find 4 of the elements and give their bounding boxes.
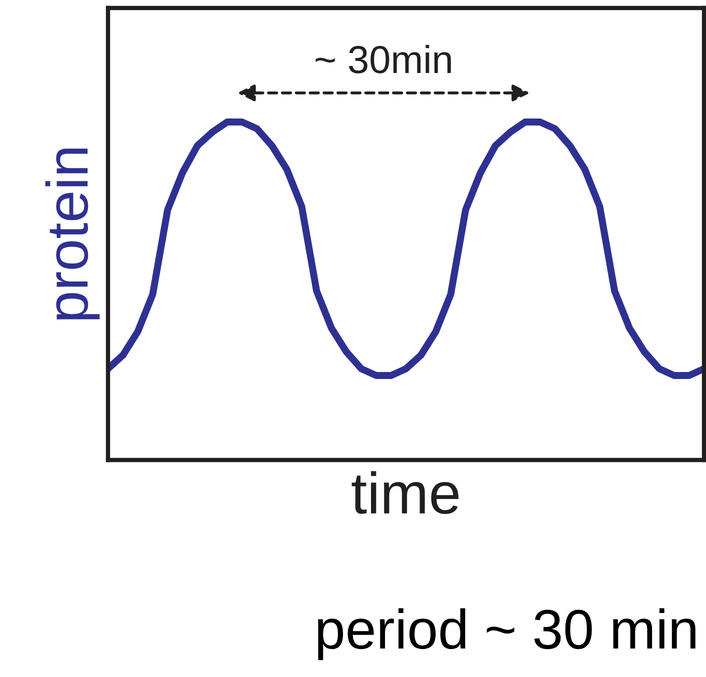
x-axis-title: time — [352, 471, 459, 514]
y-axis-title: protein — [45, 148, 100, 320]
text: period ~ 30 min — [318, 608, 696, 660]
text: ~ 30min — [316, 44, 451, 74]
